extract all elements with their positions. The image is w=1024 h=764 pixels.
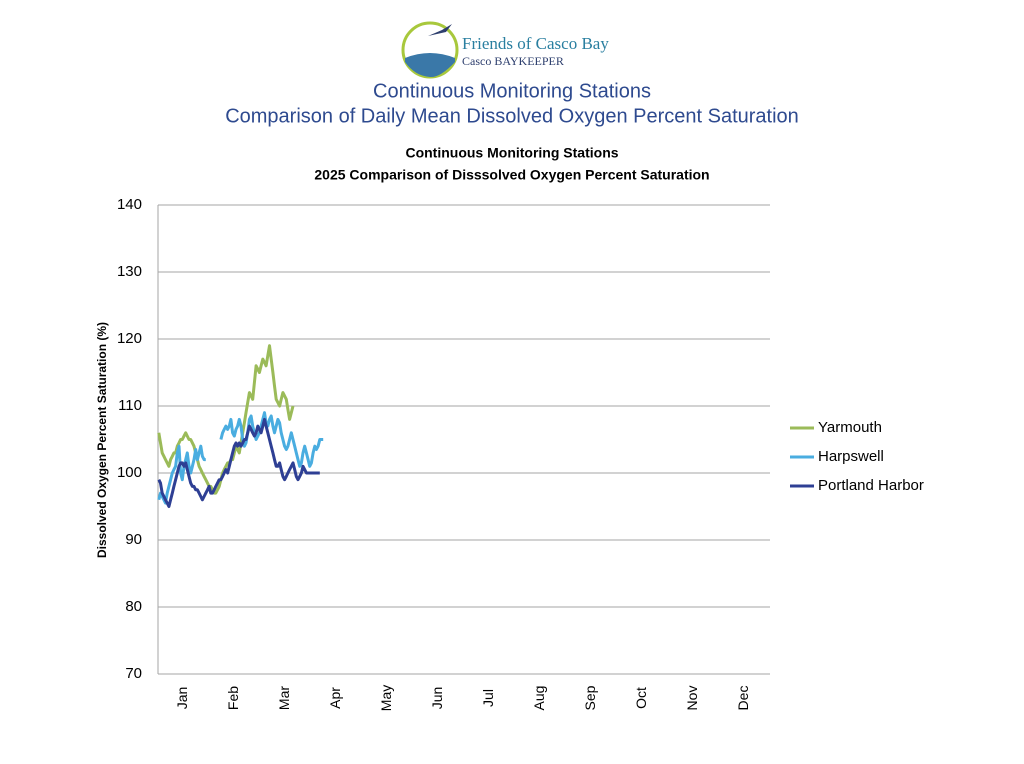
- x-tick-label: Oct: [633, 687, 649, 709]
- series-line: [157, 417, 320, 508]
- page-title: Continuous Monitoring Stations: [373, 80, 651, 102]
- x-tick-label: Mar: [276, 686, 292, 710]
- x-tick-label: May: [378, 685, 394, 711]
- y-tick-label: 70: [125, 665, 142, 682]
- x-tick-label: Jul: [480, 689, 496, 707]
- logo-bird: [428, 24, 452, 36]
- series-line: [157, 344, 295, 495]
- org-name: Friends of Casco Bay: [462, 34, 609, 53]
- y-tick-label: 100: [117, 464, 142, 481]
- logo: Friends of Casco Bay Casco BAYKEEPER: [401, 21, 609, 79]
- series-line: [157, 444, 206, 505]
- y-tick-label: 110: [118, 397, 142, 414]
- logo-wave: [405, 53, 455, 78]
- legend-label: Harpswell: [818, 448, 884, 465]
- series-line: [219, 411, 324, 468]
- x-tick-label: Dec: [735, 686, 751, 711]
- y-tick-label: 90: [125, 531, 142, 548]
- chart-subtitle: 2025 Comparison of Disssolved Oxygen Per…: [314, 167, 709, 183]
- x-tick-label: Jan: [174, 687, 190, 710]
- x-tick-label: Nov: [684, 686, 700, 711]
- legend-label: Portland Harbor: [818, 477, 924, 494]
- legend-label: Yarmouth: [818, 419, 882, 436]
- y-tick-label: 130: [117, 263, 142, 280]
- org-sub: Casco BAYKEEPER: [462, 54, 564, 68]
- x-tick-label: Aug: [531, 686, 547, 711]
- y-tick-label: 80: [125, 598, 142, 615]
- chart-title: Continuous Monitoring Stations: [405, 145, 618, 161]
- x-tick-label: Jun: [429, 687, 445, 710]
- y-axis-label: Dissolved Oxygen Percent Saturation (%): [95, 322, 109, 558]
- y-tick-label: 120: [117, 330, 142, 347]
- x-tick-label: Apr: [327, 687, 343, 709]
- y-tick-label: 140: [117, 196, 142, 213]
- page-subtitle: Comparison of Daily Mean Dissolved Oxyge…: [225, 105, 799, 127]
- x-tick-label: Sep: [582, 685, 598, 710]
- x-tick-label: Feb: [225, 686, 241, 710]
